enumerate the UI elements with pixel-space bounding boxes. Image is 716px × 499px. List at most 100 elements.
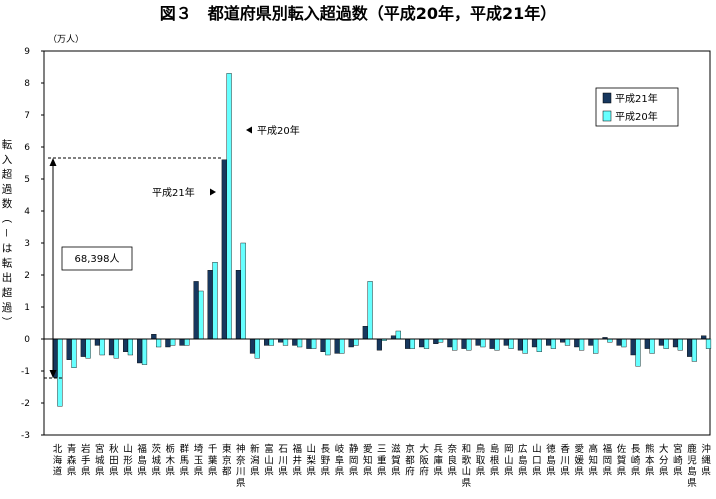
- category-label-char: 県: [631, 467, 641, 478]
- category-label-char: 県: [504, 467, 514, 478]
- category-label-char: 長: [631, 444, 641, 455]
- bar-h21-14: [249, 338, 256, 354]
- category-label-char: 岐: [335, 443, 345, 455]
- bar-h21-37: [574, 338, 580, 348]
- category-label-char: 県: [208, 467, 218, 478]
- category-label-char: 北: [53, 444, 63, 455]
- category-label-char: 崎: [673, 454, 683, 466]
- y-tick-label: 0: [24, 335, 30, 345]
- category-label-char: 青: [67, 443, 77, 455]
- category-label-char: 馬: [180, 455, 190, 466]
- category-label-char: 高: [589, 443, 599, 455]
- category-label-char: 川: [278, 455, 288, 466]
- y-label-char: は: [2, 243, 13, 255]
- category-label-char: 山: [532, 444, 542, 455]
- category-label-char: 県: [687, 478, 697, 489]
- y-label-char: 超: [2, 286, 13, 299]
- bar-h20-16: [282, 338, 289, 346]
- category-label-char: 県: [81, 467, 91, 478]
- category-label-char: 阪: [419, 455, 429, 466]
- bar-h21-4: [108, 338, 115, 356]
- y-label-char: 転: [2, 139, 13, 151]
- bar-h20-19: [325, 338, 331, 356]
- category-label-char: 口: [532, 455, 542, 466]
- category-label-char: 県: [574, 467, 584, 478]
- category-label-char: 野: [321, 455, 331, 466]
- y-label-char: ）: [0, 316, 12, 327]
- bar-h20-13: [240, 242, 246, 340]
- category-label-char: 玉: [194, 455, 204, 466]
- bar-h21-31: [489, 338, 495, 349]
- bar-h20-45: [691, 338, 698, 362]
- category-label-char: 県: [250, 467, 260, 478]
- category-label-char: 宮: [673, 443, 683, 455]
- category-label-char: 県: [67, 467, 77, 478]
- bar-h20-21: [353, 338, 359, 346]
- bar-h21-22: [362, 326, 368, 340]
- y-tick-label: 3: [24, 239, 30, 249]
- bar-h20-34: [536, 338, 542, 353]
- bar-h21-11: [207, 270, 213, 340]
- bar-h20-24: [395, 330, 401, 340]
- category-label-char: 福: [603, 443, 613, 455]
- category-label-char: 鳥: [476, 443, 486, 455]
- category-label-char: 県: [490, 467, 500, 478]
- bar-h21-1: [66, 338, 72, 360]
- y-tick-label: -2: [21, 399, 30, 409]
- category-label-char: 宮: [95, 443, 105, 455]
- annotation-arrow-h20: [246, 126, 252, 134]
- category-label-char: 県: [659, 467, 669, 478]
- y-tick-label: 9: [24, 47, 30, 57]
- bar-h21-18: [306, 338, 312, 349]
- annotation-label-h20: 平成20年: [257, 124, 300, 137]
- category-label-char: 梨: [307, 454, 317, 466]
- category-label-char: 栃: [166, 443, 176, 455]
- legend: 平成21年 平成20年: [595, 87, 679, 127]
- category-label-char: 静: [349, 443, 359, 455]
- bar-h20-20: [339, 338, 345, 354]
- category-label-char: 三: [377, 444, 387, 455]
- bar-h21-41: [630, 338, 636, 356]
- category-label-char: 県: [518, 467, 528, 478]
- y-label-char: 数: [2, 197, 13, 210]
- category-label-char: 葉: [208, 454, 218, 466]
- bar-h20-9: [184, 338, 190, 346]
- y-label-char: 過: [2, 302, 13, 314]
- category-label-char: 県: [617, 467, 627, 478]
- category-label-char: 岡: [603, 455, 613, 466]
- bar-h21-25: [405, 338, 411, 349]
- y-tick-label: 6: [24, 143, 30, 153]
- bar-h21-26: [419, 338, 425, 348]
- bar-h20-32: [508, 338, 514, 349]
- double-arrow-head-bottom: [49, 370, 57, 378]
- y-label-char: 出: [2, 271, 13, 284]
- bar-h21-40: [616, 338, 622, 346]
- legend-label-h20: 平成20年: [615, 110, 658, 123]
- category-label-char: 賀: [617, 454, 627, 466]
- category-label-char: 県: [166, 467, 176, 478]
- category-label-char: 県: [560, 467, 570, 478]
- category-label-char: 庫: [433, 454, 443, 466]
- category-label-char: 井: [292, 454, 302, 466]
- category-label-char: 森: [67, 454, 77, 466]
- category-label-char: 県: [194, 467, 204, 478]
- bar-h21-29: [461, 338, 467, 349]
- category-label-char: 島: [687, 466, 697, 478]
- y-label-char: 過: [2, 183, 13, 195]
- category-label-char: 媛: [574, 454, 584, 466]
- bar-h20-0: [57, 338, 63, 407]
- bar-h21-42: [644, 338, 650, 349]
- bar-h20-46: [705, 338, 712, 349]
- bar-h20-10: [198, 290, 204, 340]
- bar-h21-33: [517, 338, 524, 351]
- bar-h20-3: [99, 338, 105, 356]
- bar-h20-18: [311, 338, 317, 349]
- bar-h21-15: [264, 338, 270, 346]
- category-label-char: 沖: [701, 443, 711, 455]
- category-label-char: 千: [208, 444, 218, 455]
- category-label-char: 川: [236, 467, 246, 478]
- legend-swatch-h20: [602, 110, 612, 122]
- bar-h21-28: [447, 338, 453, 348]
- category-label-char: 県: [546, 467, 556, 478]
- chart-title: 図３ 都道府県別転入超過数（平成20年，平成21年）: [160, 4, 557, 23]
